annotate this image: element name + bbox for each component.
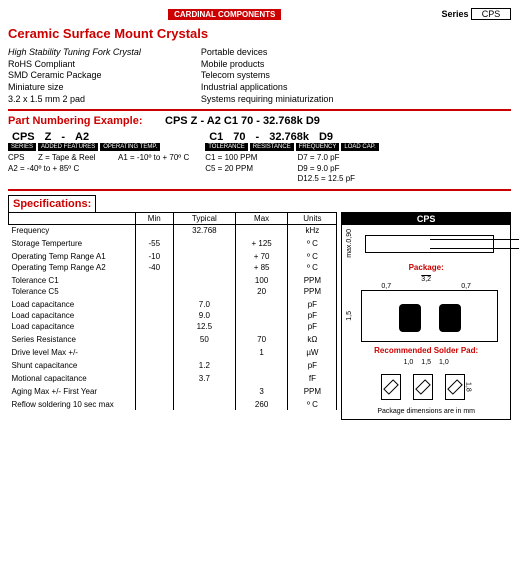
header: CARDINAL COMPONENTS Series CPS [8,8,511,20]
table-row: Tolerance C520PPM [9,286,337,297]
package-label: Package: [346,263,506,272]
spec-header-row: Min Typical Max Units [9,212,337,224]
table-row: Load capacitance12.5pF [9,321,337,332]
dim-pad1: 0,7 [381,283,391,290]
table-row: Operating Temp Range A1-10+ 70º C [9,251,337,262]
diagram-footer: Package dimensions are in mm [346,408,506,415]
diagram-title: CPS [342,213,510,225]
pkg-top-view [368,304,491,332]
diagram-panel: CPS max.0,90 Package: 3,2 0,7 0,7 1,5 Rec… [341,212,511,420]
dim-maxh: max.0,90 [346,229,353,258]
pn-example: CPS Z - A2 C1 70 - 32.768k D9 [165,115,320,127]
pn-left-heads: CPSZ-A2 [8,131,189,143]
dim-h: 1,5 [346,311,353,321]
pn-right: C170-32.768kD9 TOLERANCERESISTANCEFREQUE… [205,131,378,184]
dim-pad2: 0,7 [461,283,471,290]
pn-left: CPSZ-A2 SERIESADDED FEATURESOPERATING TE… [8,131,189,184]
table-row: Tolerance C1100PPM [9,275,337,286]
pn-tables: CPSZ-A2 SERIESADDED FEATURESOPERATING TE… [8,131,511,184]
table-row: Frequency32.768kHz [9,224,337,236]
pn-right-body-right: D7 = 7.0 pFD9 = 9.0 pFD12.5 = 12.5 pF [297,153,355,184]
table-row: Shunt capacitance1.2pF [9,360,337,371]
table-row: Load capacitance7.0pF [9,299,337,310]
dim-w: 3,2 [346,276,506,283]
series-label: Series [441,9,468,19]
features: High Stability Tuning Fork CrystalRoHS C… [8,47,511,105]
pn-right-labels: TOLERANCERESISTANCEFREQUENCYLOAD CAP. [205,143,378,151]
pn-title: Part Numbering Example: [8,115,142,127]
table-row: Operating Temp Range A2-40+ 85º C [9,262,337,273]
table-row: Drive level Max +/-1µW [9,347,337,358]
pn-right-heads: C170-32.768kD9 [205,131,378,143]
features-left: High Stability Tuning Fork CrystalRoHS C… [8,47,141,105]
divider [8,109,511,111]
features-right: Portable devicesMobile productsTelecom s… [201,47,334,105]
table-row: Motional capacitance3.7fF [9,373,337,384]
pn-right-body-left: C1 = 100 PPMC5 = 20 PPM [205,153,257,184]
table-row: Load capacitance9.0pF [9,310,337,321]
solder-pads [381,374,465,400]
brand-bar: CARDINAL COMPONENTS [168,9,281,20]
pn-right-body: C1 = 100 PPMC5 = 20 PPM D7 = 7.0 pFD9 = … [205,153,378,184]
table-row: Series Resistance5070kΩ [9,334,337,345]
table-row: Aging Max +/- First Year3PPM [9,386,337,397]
divider2 [8,189,511,191]
series-box: Series CPS [441,8,511,20]
spec-table: Min Typical Max Units Frequency32.768kHz… [8,212,337,410]
series-value: CPS [471,8,511,20]
pkg-side-view [365,235,494,253]
solder-label: Recommended Solder Pad: [346,346,506,355]
dim-sh: 1,8 [465,382,472,392]
pn-left-labels: SERIESADDED FEATURESOPERATING TEMP. [8,143,189,151]
pn-left-body: CPSZ = Tape & ReelA1 = -10º to + 70º CA2… [8,153,189,174]
spec-title: Specifications: [8,195,96,212]
page-title: Ceramic Surface Mount Crystals [8,26,511,41]
table-row: Storage Temperture-55+ 125º C [9,238,337,249]
table-row: Reflow soldering 10 sec max260º C [9,399,337,410]
